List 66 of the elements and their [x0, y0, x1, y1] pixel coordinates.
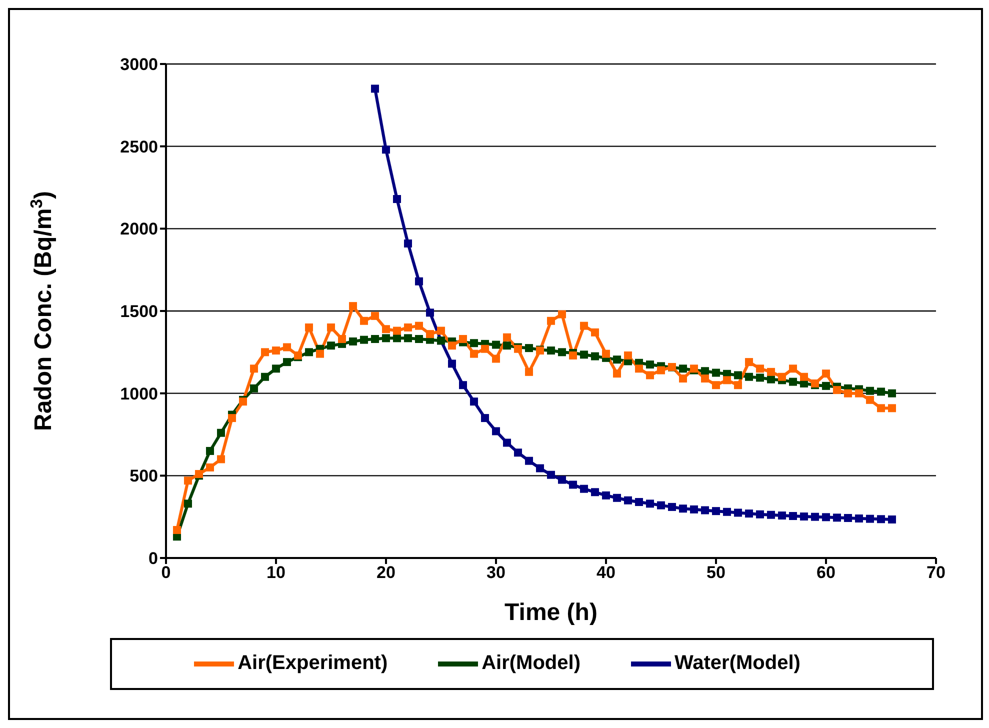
x-tick-label: 10	[266, 563, 286, 582]
point	[415, 277, 423, 286]
point	[481, 414, 489, 422]
point	[371, 84, 379, 93]
point	[866, 514, 874, 523]
x-axis-title: Time (h)	[504, 599, 598, 626]
y-tick-label: 0	[148, 549, 158, 568]
point	[404, 239, 412, 248]
point	[778, 512, 786, 520]
point	[382, 146, 390, 154]
x-tick-label: 70	[926, 563, 946, 582]
point	[503, 438, 511, 447]
point	[591, 488, 599, 496]
x-tick-label: 0	[161, 563, 171, 582]
y-tick-label: 2000	[120, 220, 158, 239]
legend-label: Air(Model)	[482, 652, 580, 674]
point	[459, 381, 467, 390]
point	[558, 476, 566, 484]
point	[492, 427, 500, 436]
point	[789, 512, 797, 520]
point	[547, 470, 555, 479]
point	[701, 506, 709, 514]
point	[855, 514, 863, 522]
point	[657, 501, 665, 510]
point	[679, 504, 687, 513]
x-tick-label: 20	[376, 563, 396, 582]
legend-label: Water(Model)	[674, 652, 800, 674]
point	[800, 512, 808, 521]
point	[844, 514, 852, 522]
point	[613, 494, 621, 502]
point	[448, 360, 456, 368]
point	[877, 515, 885, 524]
legend-label: Air(Experiment)	[238, 652, 388, 674]
point	[690, 505, 698, 514]
point	[811, 512, 819, 521]
x-tick-label: 50	[706, 563, 726, 582]
point	[888, 515, 896, 524]
point	[602, 491, 610, 500]
point	[514, 448, 522, 457]
y-tick-label: 1000	[120, 384, 158, 404]
point	[580, 484, 588, 493]
point	[745, 510, 753, 518]
point	[723, 508, 731, 516]
y-tick-label: 500	[130, 466, 158, 486]
point	[712, 507, 720, 516]
point	[767, 510, 775, 519]
point	[635, 498, 643, 506]
y-tick-label: 2500	[120, 137, 158, 156]
x-tick-label: 60	[816, 563, 836, 582]
point	[470, 398, 478, 406]
point	[536, 464, 544, 472]
point	[646, 500, 654, 508]
point	[426, 308, 434, 317]
x-tick-label: 40	[596, 563, 616, 582]
point	[822, 513, 830, 522]
y-tick-label: 1500	[120, 302, 158, 322]
point	[393, 195, 401, 204]
x-tick-label: 30	[486, 563, 506, 582]
point	[668, 502, 676, 511]
point	[525, 456, 533, 465]
point	[756, 510, 764, 518]
point	[734, 508, 742, 517]
point	[833, 514, 841, 522]
point	[624, 496, 632, 504]
point	[569, 480, 577, 489]
y-tick-label: 3000	[120, 55, 158, 74]
